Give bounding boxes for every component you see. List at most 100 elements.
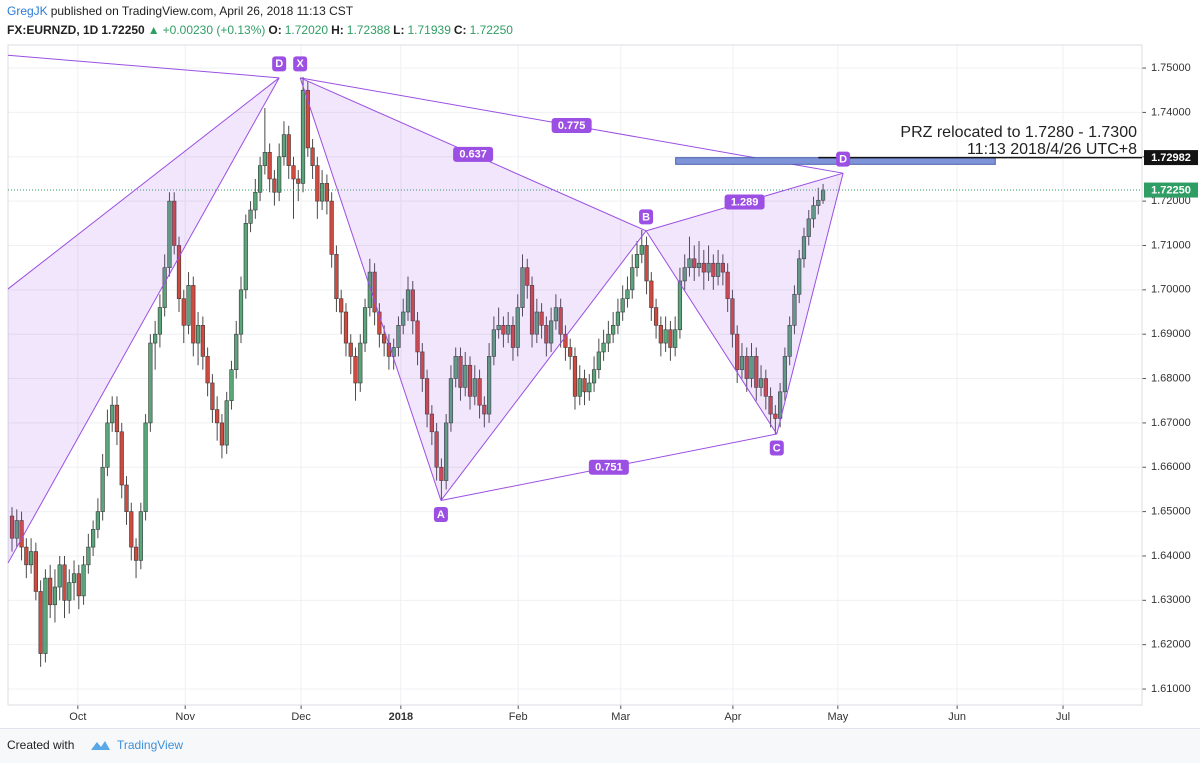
footer: Created with TradingView [0,728,1200,763]
pattern-leg [645,230,778,435]
candle-body [615,311,621,326]
created-with: Created with [7,738,75,752]
ratio-label-box [724,194,765,210]
ratio-label: 1.289 [731,196,759,208]
ratio-label-box [453,146,494,162]
candle-body [286,134,291,166]
ohlc-fields: O: 1.72020 H: 1.72388 L: 1.71939 C: 1.72250 [268,23,516,37]
x-tick-label: Nov [175,711,195,723]
x-tick-label: Jun [948,711,966,723]
candle-body [9,515,15,539]
candle-body [310,147,315,166]
candle-body [444,422,449,481]
candle-body [630,267,635,291]
candle-body [224,400,229,446]
candle-body [157,307,163,335]
pattern-fill [646,173,844,434]
x-tick-label: Dec [291,711,311,723]
candle-body [811,205,816,220]
field-name: H: [331,23,344,37]
candle-body [754,356,759,388]
candle-body [124,484,129,512]
candle-body [272,178,277,193]
candle-body [730,298,735,335]
candle-body [315,165,320,202]
candle-body [153,333,158,344]
brand-link[interactable]: TradingView [117,738,184,752]
candle-body [238,289,244,335]
candle-body [529,285,535,335]
candle-body [506,325,511,335]
ratio-label: 0.637 [459,149,487,161]
annotation: 11:13 2018/4/26 UTC+8 [967,141,1137,158]
candle-body [367,271,372,308]
candle-body [162,267,167,308]
y-tick-label: 1.66000 [1151,461,1191,473]
annotation: PRZ relocated to 1.7280 - 1.7300 [900,124,1137,141]
candle-body [362,307,368,344]
candle-body [353,356,358,384]
candle-body [372,271,377,313]
pattern-leg [299,77,442,501]
candle-body [735,333,740,370]
candle-body [797,258,802,295]
candle-body [358,342,363,384]
candle-body [677,280,683,331]
candle-body [587,382,592,393]
candle-body [763,378,768,397]
candle-body [792,293,797,326]
candle-body [52,586,58,606]
candle-body [257,165,263,193]
candle-body [549,320,554,344]
candle-body [639,245,644,255]
candle-body [491,329,496,357]
pattern-leg [776,173,844,435]
candle-body [787,325,792,357]
pattern-leg [7,77,280,290]
y-tick-label: 1.61000 [1151,683,1191,695]
candle-body [143,422,148,512]
x-tick-label: Mar [611,711,630,723]
candle-body [496,325,501,331]
candle-body [291,165,296,180]
author-link[interactable]: GregJK [7,4,48,18]
candle-body [806,218,811,237]
candle-body [67,582,72,601]
ratio-label-box [551,118,592,134]
candle-body [801,236,807,260]
pattern-leg [440,230,647,501]
candle-body [463,364,468,388]
candle-body [696,262,702,268]
ratio-label-box [588,459,629,475]
candle-body [281,134,287,158]
pattern-point-label-box [836,151,851,167]
y-tick-label: 1.75000 [1151,62,1191,74]
candle-body [653,307,659,326]
candle-body [28,551,34,566]
y-tick-label: 1.74000 [1151,106,1191,118]
prz-zone [675,157,996,165]
candle-body [682,267,687,282]
ratio-label: 0.775 [558,120,586,132]
y-tick-label: 1.65000 [1151,506,1191,518]
candle-body [544,325,549,344]
y-tick-label: 1.63000 [1151,594,1191,606]
published: published on TradingView.com, April 26, … [50,4,354,18]
candle-body [467,364,473,397]
pattern-point-label-box [433,507,448,523]
candle-body [820,189,826,201]
candle-body [253,191,258,211]
candle-body [634,254,640,268]
candle-body [300,89,306,184]
candle-body [582,378,587,393]
candle-body [234,333,239,370]
pattern-point-label-box [639,209,654,225]
candle-body [606,333,611,344]
change: +0.00230 (+0.13%) [162,23,266,37]
candle-body [577,378,582,397]
pattern-leg [7,54,280,79]
field-name: O: [268,23,282,37]
pattern-leg [7,77,280,564]
candle-body [215,409,220,424]
